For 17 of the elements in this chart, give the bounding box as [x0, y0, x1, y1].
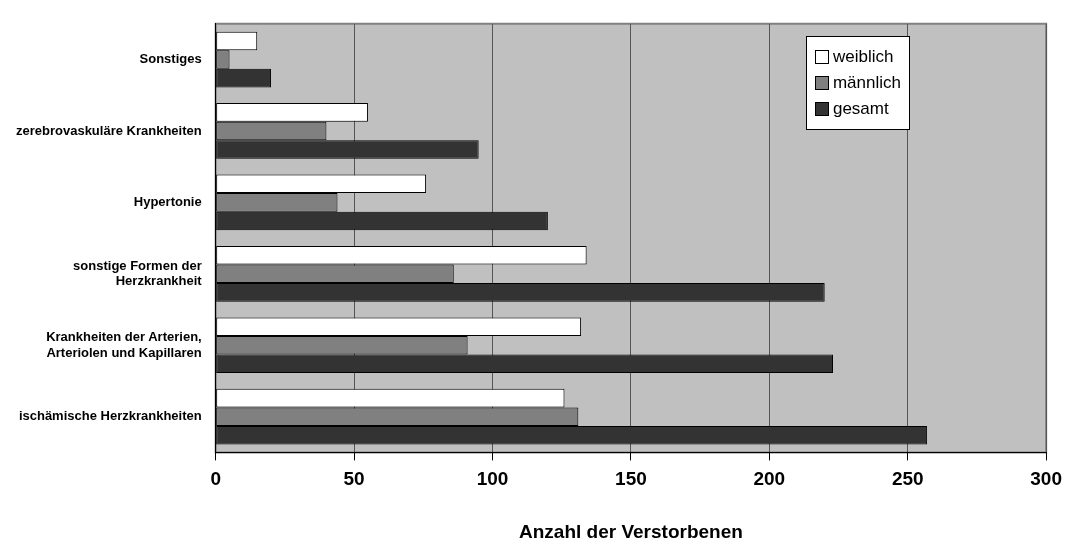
y-tick-label: ischämische Herzkrankheiten: [18, 408, 202, 424]
y-tick-label: sonstige Formen der Herzkrankheit: [73, 257, 203, 289]
x-tick-label: 200: [753, 468, 786, 490]
x-tick-label: 50: [343, 468, 365, 490]
y-tick-label: zerebrovaskuläre Krankheiten: [15, 122, 202, 138]
x-tick-label: 0: [210, 468, 221, 490]
legend-label: männlich: [832, 73, 901, 93]
x-tick-label: 150: [615, 468, 647, 490]
x-tick-label: 250: [891, 468, 924, 490]
y-tick-label: Hypertonie: [133, 193, 202, 209]
legend-label: weiblich: [832, 47, 894, 67]
legend-label: gesamt: [832, 99, 889, 119]
x-axis-title: Anzahl der Verstorbenen: [519, 520, 743, 542]
x-tick-label: 100: [476, 468, 509, 490]
y-tick-label: Krankheiten der Arterien, Arteriolen und Kapillaren: [46, 329, 202, 360]
x-tick-label: 300: [1030, 468, 1062, 490]
y-tick-label: Sonstiges: [139, 51, 202, 67]
